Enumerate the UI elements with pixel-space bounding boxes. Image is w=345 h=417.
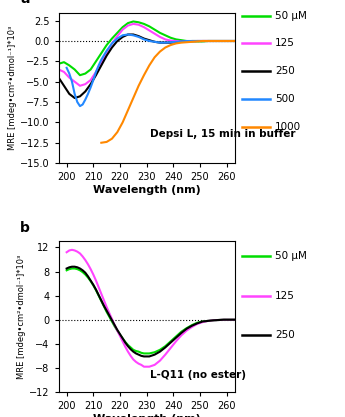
Text: 1000: 1000 [275, 122, 301, 132]
X-axis label: Wavelength (nm): Wavelength (nm) [93, 414, 200, 417]
Text: 125: 125 [275, 38, 295, 48]
Text: 500: 500 [275, 94, 295, 104]
Text: L-Q11 (no ester): L-Q11 (no ester) [150, 370, 246, 380]
Text: a: a [20, 0, 29, 7]
X-axis label: Wavelength (nm): Wavelength (nm) [93, 185, 200, 195]
Text: 50 μM: 50 μM [275, 10, 307, 20]
Text: 125: 125 [275, 291, 295, 301]
Text: b: b [20, 221, 30, 235]
Text: 250: 250 [275, 66, 295, 76]
Text: 50 μM: 50 μM [275, 251, 307, 261]
Text: Depsi L, 15 min in buffer: Depsi L, 15 min in buffer [150, 130, 296, 140]
Text: 250: 250 [275, 330, 295, 340]
Y-axis label: MRE [mdeg•cm²•dmol⁻¹]*10³: MRE [mdeg•cm²•dmol⁻¹]*10³ [8, 25, 17, 150]
Y-axis label: MRE [mdeg•cm²•dmol⁻¹]*10³: MRE [mdeg•cm²•dmol⁻¹]*10³ [17, 254, 26, 379]
